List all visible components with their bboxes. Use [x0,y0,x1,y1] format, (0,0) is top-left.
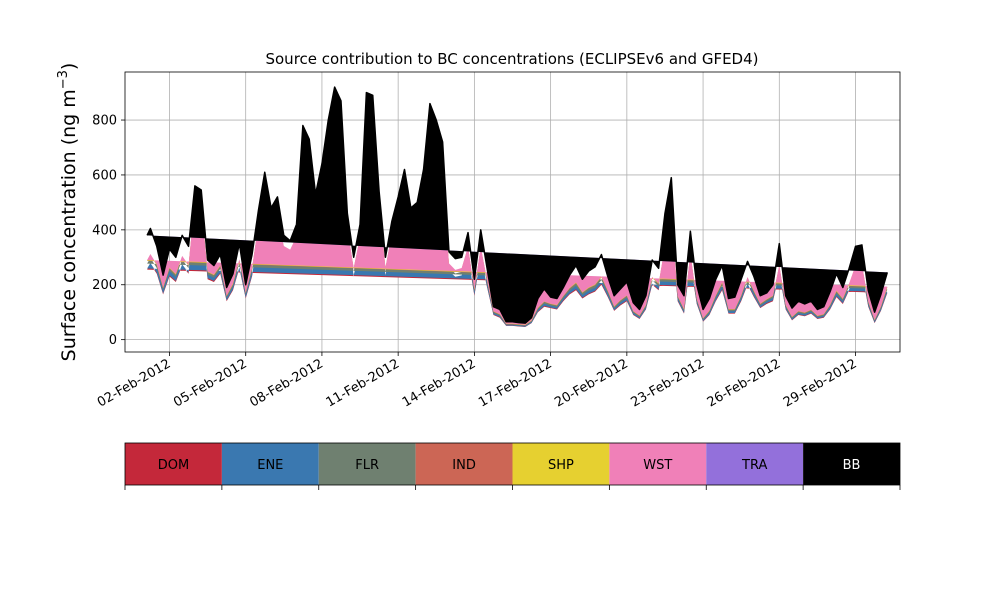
x-tick-label: 29-Feb-2012 [781,356,860,410]
x-tick-label: 05-Feb-2012 [171,356,250,410]
legend-label: ENE [257,458,283,473]
legend-swatch [512,443,610,485]
plot-frame [124,71,901,353]
legend-item-flr: FLR [318,443,416,485]
legend-label: WST [643,458,672,473]
x-tick-label: 02-Feb-2012 [95,356,174,410]
legend-item-ene: ENE [221,443,319,485]
legend-swatch [803,443,900,485]
legend-swatch [609,443,707,485]
legend-swatch [415,443,513,485]
y-axis-label-close: ) [58,63,80,70]
legend-swatch [125,443,222,485]
grid [125,72,900,352]
legend-label: TRA [741,458,767,473]
x-tick-label: 26-Feb-2012 [705,356,784,410]
y-axis-label-main: Surface concentration (ng m [58,89,80,361]
y-tick-label: 600 [92,168,117,183]
legend-item-bb: BB [803,443,900,485]
y-tick-label: 200 [92,278,117,293]
legend-label: DOM [158,458,189,473]
area-bb [147,87,888,324]
legend-item-tra: TRA [706,443,804,485]
x-tick-label: 20-Feb-2012 [552,356,631,410]
legend-swatch [706,443,804,485]
x-tick-label: 17-Feb-2012 [476,356,555,410]
legend-swatch [318,443,416,485]
legend-swatch [221,443,319,485]
legend-item-ind: IND [415,443,513,485]
x-tick-label: 23-Feb-2012 [629,356,708,410]
total-line [146,86,889,324]
x-tick-label: 14-Feb-2012 [400,356,479,410]
legend-item-dom: DOM [125,443,222,485]
stacked-areas [146,86,889,328]
legend-label: BB [843,458,861,473]
y-tick-label: 400 [92,223,117,238]
legend-item-shp: SHP [512,443,610,485]
legend-label: IND [452,458,476,473]
x-tick-label: 11-Feb-2012 [324,356,403,410]
legend-label: FLR [355,458,379,473]
legend-colorbar: DOM ENE FLR IND SHP WST TRA BB [124,442,901,490]
legend-item-wst: WST [609,443,707,485]
x-tick-label: 08-Feb-2012 [247,356,326,410]
chart-title: Source contribution to BC concentrations… [265,50,758,68]
y-tick-label: 0 [109,333,117,348]
y-axis-label-unit-superscript: −3 [56,70,71,89]
y-axis-label: Surface concentration (ng m−3) [56,63,80,362]
y-tick-label: 800 [92,114,117,129]
legend-label: SHP [548,458,574,473]
